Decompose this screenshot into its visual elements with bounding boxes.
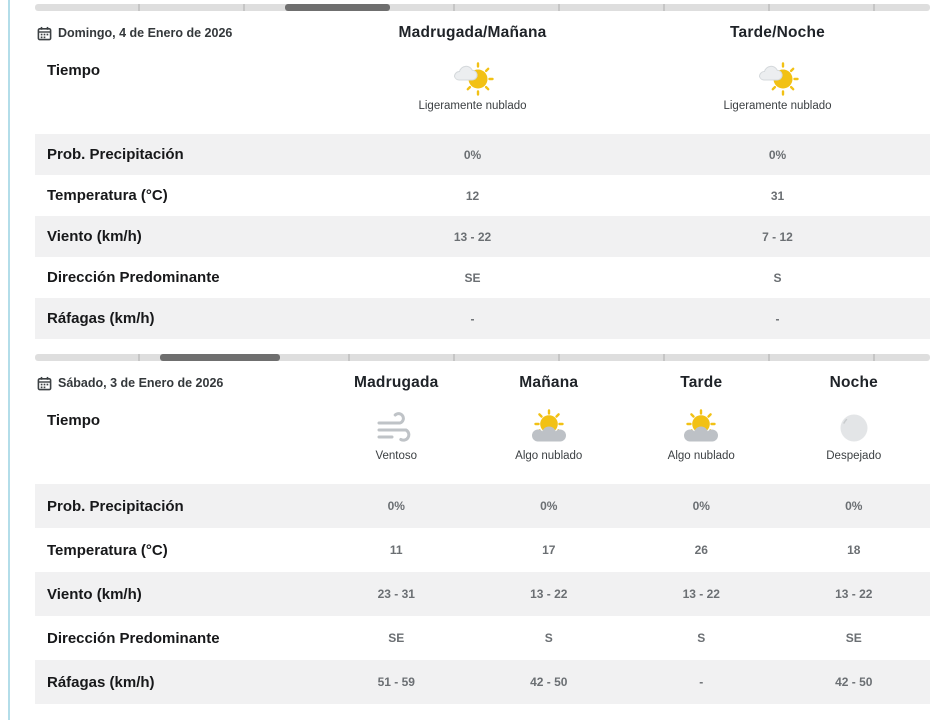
cell-value: -	[699, 675, 704, 689]
cell-value: 13 - 22	[682, 587, 720, 601]
cell-value: 0%	[845, 499, 863, 513]
row-label: Prob. Precipitación	[47, 497, 184, 515]
row-label: Dirección Predominante	[47, 269, 220, 286]
condition-caption: Ligeramente nublado	[418, 100, 527, 112]
condition-caption: Algo nublado	[515, 450, 583, 462]
cell-value: SE	[845, 631, 862, 645]
date-cell: Sábado, 3 de Enero de 2026	[35, 376, 320, 391]
table-row-wind: Viento (km/h) 13 - 22 7 - 12	[35, 216, 930, 257]
cell-value: 7 - 12	[762, 229, 793, 244]
row-label: Prob. Precipitación	[47, 146, 184, 163]
row-label-tiempo: Tiempo	[47, 62, 101, 79]
left-accent-border	[8, 0, 10, 720]
cell-value: 0%	[768, 147, 787, 162]
cell-value: 0%	[692, 499, 710, 513]
table-row-gusts: Ráfagas (km/h) 51 - 59 42 - 50 - 42 - 50	[35, 660, 930, 704]
row-label: Temperatura (°C)	[47, 541, 168, 559]
cell-value: 23 - 31	[377, 587, 415, 601]
weather-row: Tiempo Ventoso Algo nublado Algo nublado…	[35, 400, 930, 484]
table-row-temperature: Temperatura (°C) 11 17 26 18	[35, 528, 930, 572]
cell-value: S	[697, 631, 706, 645]
forecast-table-sabado: Sábado, 3 de Enero de 2026 Madrugada Mañ…	[35, 366, 930, 704]
cell-value: S	[544, 631, 553, 645]
sun-behind-cloud-icon	[677, 408, 725, 448]
cell-value: 17	[542, 543, 556, 557]
table-row-wind-direction: Dirección Predominante SE S	[35, 257, 930, 298]
date-label: Sábado, 3 de Enero de 2026	[58, 376, 224, 390]
table-row-wind-direction: Dirección Predominante SE S S SE	[35, 616, 930, 660]
cell-value: 13 - 22	[835, 587, 873, 601]
cell-value: 26	[694, 543, 708, 557]
cell-value: 0%	[540, 499, 558, 513]
date-label: Domingo, 4 de Enero de 2026	[58, 26, 233, 40]
row-label: Temperatura (°C)	[47, 187, 168, 204]
weather-condition: Algo nublado	[473, 400, 626, 462]
column-header-madrugada: Madrugada	[354, 374, 439, 391]
weather-condition: Despejado	[778, 400, 931, 462]
column-header-madrugada-manana: Madrugada/Mañana	[398, 24, 547, 41]
condition-caption: Ligeramente nublado	[723, 100, 832, 112]
row-label: Dirección Predominante	[47, 629, 220, 647]
sun-behind-cloud-icon	[525, 408, 573, 448]
clear-night-moon-icon	[830, 408, 878, 448]
cell-value: -	[470, 311, 475, 326]
table-row-precipitation: Prob. Precipitación 0% 0% 0% 0%	[35, 484, 930, 528]
cell-value: 42 - 50	[835, 675, 873, 689]
calendar-icon	[37, 376, 52, 391]
cell-value: 18	[847, 543, 861, 557]
table-header-row: Domingo, 4 de Enero de 2026 Madrugada/Ma…	[35, 16, 930, 50]
cell-value: 13 - 22	[453, 229, 492, 244]
weather-condition: Ventoso	[320, 400, 473, 462]
weather-condition: Ligeramente nublado	[625, 50, 930, 112]
weather-condition: Algo nublado	[625, 400, 778, 462]
wind-icon	[372, 408, 420, 448]
cell-value: 13 - 22	[530, 587, 568, 601]
scrollbar-thumb[interactable]	[160, 354, 280, 361]
condition-caption: Ventoso	[375, 450, 418, 462]
weather-condition: Ligeramente nublado	[320, 50, 625, 112]
cell-value: S	[773, 270, 782, 285]
table-row-temperature: Temperatura (°C) 12 31	[35, 175, 930, 216]
table-row-gusts: Ráfagas (km/h) - -	[35, 298, 930, 339]
row-label: Ráfagas (km/h)	[47, 310, 155, 327]
forecast-table-domingo: Domingo, 4 de Enero de 2026 Madrugada/Ma…	[35, 16, 930, 339]
column-header-noche: Noche	[829, 374, 878, 391]
horizontal-scrollbar-top[interactable]	[35, 4, 930, 11]
cell-value: 0%	[387, 499, 405, 513]
horizontal-scrollbar-middle[interactable]	[35, 354, 930, 361]
table-row-precipitation: Prob. Precipitación 0% 0%	[35, 134, 930, 175]
condition-caption: Algo nublado	[667, 450, 735, 462]
table-header-row: Sábado, 3 de Enero de 2026 Madrugada Mañ…	[35, 366, 930, 400]
cell-value: 11	[389, 543, 403, 557]
cell-value: 0%	[463, 147, 482, 162]
cell-value: SE	[388, 631, 405, 645]
column-header-tarde-noche: Tarde/Noche	[730, 24, 825, 41]
row-label: Ráfagas (km/h)	[47, 673, 155, 691]
cell-value: 51 - 59	[377, 675, 415, 689]
cell-value: -	[775, 311, 780, 326]
cell-value: SE	[464, 270, 481, 285]
calendar-icon	[37, 26, 52, 41]
partly-sunny-icon	[754, 58, 802, 98]
condition-caption: Despejado	[826, 450, 882, 462]
date-cell: Domingo, 4 de Enero de 2026	[35, 26, 320, 41]
column-header-tarde: Tarde	[680, 374, 723, 391]
partly-sunny-icon	[449, 58, 497, 98]
scrollbar-thumb[interactable]	[285, 4, 390, 11]
row-label: Viento (km/h)	[47, 228, 142, 245]
weather-row: Tiempo Ligeramente nublado Ligeramente n…	[35, 50, 930, 134]
column-header-manana: Mañana	[519, 374, 579, 391]
forecast-panel: Domingo, 4 de Enero de 2026 Madrugada/Ma…	[35, 0, 930, 704]
table-row-wind: Viento (km/h) 23 - 31 13 - 22 13 - 22 13…	[35, 572, 930, 616]
row-label-tiempo: Tiempo	[47, 412, 101, 429]
cell-value: 12	[465, 188, 480, 203]
cell-value: 42 - 50	[530, 675, 568, 689]
cell-value: 31	[770, 188, 785, 203]
row-label: Viento (km/h)	[47, 585, 142, 603]
